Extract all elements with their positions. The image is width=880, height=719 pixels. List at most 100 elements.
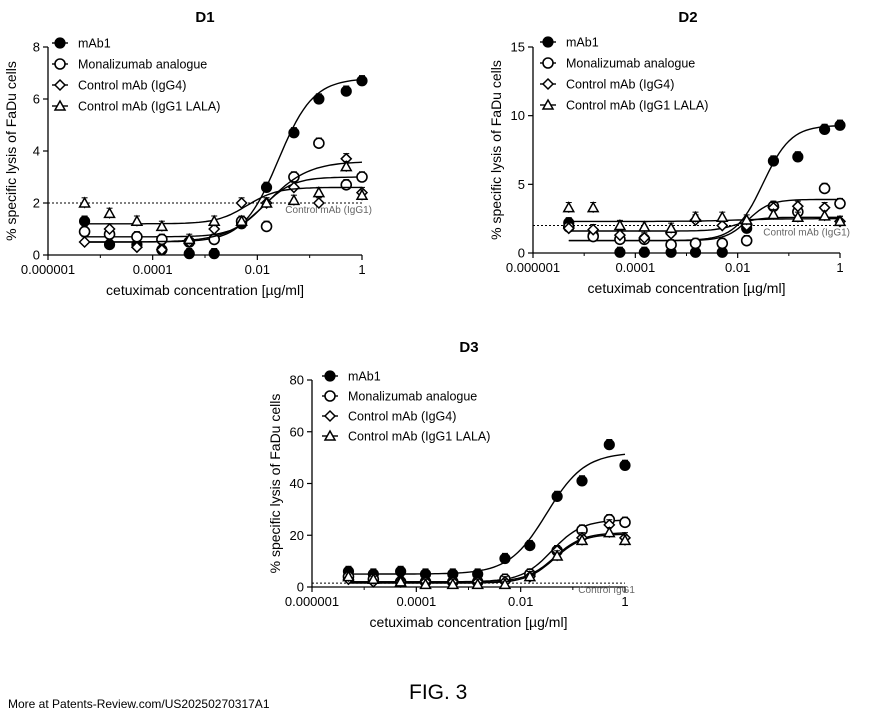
data-point [289,182,299,192]
legend-label: Control mAb (IgG1 LALA) [78,100,220,114]
data-point [157,221,167,230]
data-point [341,180,351,190]
data-point [105,208,115,217]
data-point [80,237,90,247]
chart-title: D2 [678,9,697,26]
figure-label: FIG. 3 [409,681,467,705]
legend-label: Monalizumab analogue [78,58,207,72]
y-tick-label: 0 [518,246,525,261]
x-tick-label: 0.000001 [21,262,75,277]
data-point [314,138,324,148]
x-tick-label: 0.0001 [133,262,173,277]
data-point [105,240,115,250]
legend-label: mAb1 [566,36,599,50]
y-tick-label: 0 [33,248,40,263]
x-tick-label: 0.01 [508,594,533,609]
legend-marker [55,80,65,90]
data-point [639,247,649,257]
data-point [132,232,142,242]
data-point [341,86,351,96]
y-tick-label: 6 [33,92,40,107]
data-point [314,188,324,197]
data-point [357,76,367,86]
x-tick-label: 0.000001 [506,260,560,275]
data-point [80,227,90,237]
data-point [620,517,630,527]
data-point [396,566,406,576]
data-point [80,216,90,226]
x-tick-label: 0.000001 [285,594,339,609]
data-point [820,183,830,193]
y-tick-label: 20 [290,528,304,543]
legend-marker [543,79,553,89]
legend-label: Control mAb (IgG4) [78,79,186,93]
footer-source: More at Patents-Review.com/US20250270317… [8,697,270,711]
data-point [820,211,830,220]
data-point [620,460,630,470]
data-point [500,554,510,564]
chart-panel-d2: D2 0 5 10 15 0.000001 0.0001 0.01 1 cetuximab con… [488,9,850,296]
data-point [835,199,845,209]
chart-panel-d1: D1024680.0000010.00010.011cetuximab conc… [3,9,372,298]
data-point [742,236,752,246]
legend-label: Control mAb (IgG4) [348,410,456,424]
y-tick-label: 8 [33,40,40,55]
legend-label: Control mAb (IgG1 LALA) [348,430,490,444]
y-tick-label: 15 [511,40,525,55]
legend-marker [543,37,553,47]
x-tick-label: 0.0001 [615,260,655,275]
control-line-label: Control mAb (IgG1) [285,205,372,216]
legend-label: Control mAb (IgG4) [566,78,674,92]
x-axis-label: cetuximab concentration [µg/ml] [370,614,568,630]
series-0 [343,440,630,580]
chart-title: D3 [459,339,478,356]
legend-label: Monalizumab analogue [348,390,477,404]
data-point [289,128,299,138]
data-point [132,216,142,225]
chart-panel-d3: D30204060800.0000010.00010.011cetuximab … [267,339,635,630]
x-axis-label: cetuximab concentration [µg/ml] [588,280,786,296]
legend-marker [325,391,335,401]
data-point [588,203,598,212]
series-1 [80,138,367,247]
legend-marker [543,58,553,68]
legend-marker [325,371,335,381]
data-point [262,182,272,192]
data-point [262,221,272,231]
x-tick-label: 1 [836,260,843,275]
data-point [357,172,367,182]
y-tick-label: 0 [297,580,304,595]
y-tick-label: 40 [290,476,304,491]
control-line-label: Control IgG1 [578,585,635,596]
y-tick-label: 5 [518,177,525,192]
data-point [157,234,167,244]
data-point [615,247,625,257]
legend-marker [55,38,65,48]
legend-marker [325,411,335,421]
legend: mAb1Monalizumab analogueControl mAb (IgG… [52,37,220,114]
data-point [717,238,727,248]
data-point [717,212,727,221]
x-tick-label: 0.01 [725,260,750,275]
y-tick-label: 10 [511,108,525,123]
x-tick-label: 1 [358,262,365,277]
data-point [820,124,830,134]
x-tick-label: 0.01 [245,262,270,277]
data-point [552,491,562,501]
legend-marker [55,59,65,69]
legend-label: mAb1 [348,370,381,384]
series-1 [343,515,630,587]
fit-curve [569,126,840,241]
data-point [691,238,701,248]
y-axis-label: % specific lysis of FaDu cells [488,60,504,240]
legend: mAb1Monalizumab analogueControl mAb (IgG… [540,36,708,113]
y-tick-label: 60 [290,424,304,439]
fit-curve [349,454,626,574]
data-point [666,240,676,250]
legend: mAb1 Monalizumab analogue Control mAb (IgG… [322,370,490,444]
data-point [793,152,803,162]
y-axis-label: % specific lysis of FaDu cells [267,394,283,574]
y-axis-label: % specific lysis of FaDu cells [3,61,19,241]
data-point [604,528,614,537]
